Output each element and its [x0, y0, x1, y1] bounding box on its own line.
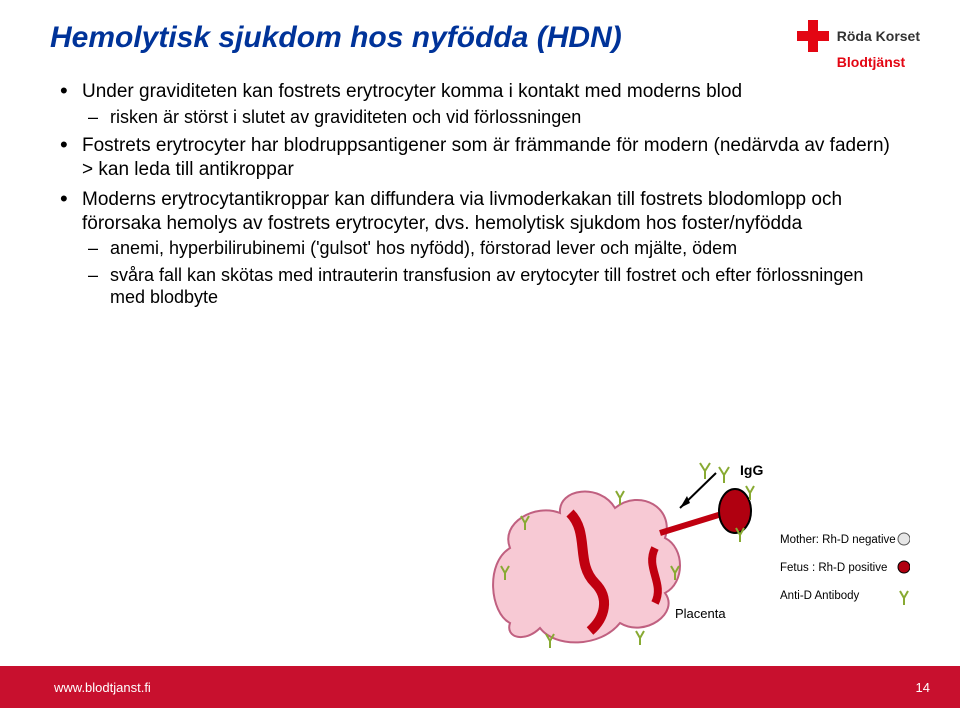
slide: Hemolytisk sjukdom hos nyfödda (HDN) Röd… — [0, 0, 960, 708]
slide-title: Hemolytisk sjukdom hos nyfödda (HDN) — [50, 20, 622, 56]
mother-cell-icon — [898, 533, 910, 545]
slide-footer: www.blodtjanst.fi 14 — [0, 666, 960, 708]
list-item: Under graviditeten kan fostrets erytrocy… — [60, 80, 900, 128]
logo-line-1: Röda Korset — [837, 28, 920, 44]
list-item: risken är störst i slutet av graviditete… — [82, 106, 900, 129]
logo-row: Röda Korset — [797, 20, 920, 52]
bullet-list: Under graviditeten kan fostrets erytrocy… — [60, 80, 900, 309]
igg-label: IgG — [740, 462, 763, 478]
bullet-text: risken är störst i slutet av graviditete… — [110, 107, 581, 127]
list-item: Moderns erytrocytantikroppar kan diffund… — [60, 188, 900, 309]
vessel — [660, 513, 725, 533]
fetus-cell-icon — [898, 561, 910, 573]
bullet-text: Moderns erytrocytantikroppar kan diffund… — [82, 189, 842, 234]
bullet-text: svåra fall kan skötas med intrauterin tr… — [110, 265, 863, 308]
list-item: svåra fall kan skötas med intrauterin tr… — [82, 264, 900, 309]
slide-header: Hemolytisk sjukdom hos nyfödda (HDN) Röd… — [0, 0, 960, 70]
placenta-label: Placenta — [675, 606, 726, 621]
list-item: anemi, hyperbilirubinemi ('gulsot' hos n… — [82, 237, 900, 260]
antibody-label: Anti-D Antibody — [780, 590, 860, 602]
antibody-icon — [900, 591, 908, 605]
antibody-icon — [700, 463, 729, 483]
list-item: Fostrets erytrocyter har blodruppsantige… — [60, 134, 900, 182]
footer-url: www.blodtjanst.fi — [54, 680, 151, 695]
fetus-label: Fetus : Rh-D positive — [780, 562, 887, 574]
bullet-text: anemi, hyperbilirubinemi ('gulsot' hos n… — [110, 238, 737, 258]
red-cross-icon — [797, 20, 829, 52]
page-number: 14 — [916, 680, 930, 695]
bullet-text: Fostrets erytrocyter har blodruppsantige… — [82, 135, 890, 180]
mother-label: Mother: Rh-D negative — [780, 534, 896, 546]
slide-body: Under graviditeten kan fostrets erytrocy… — [0, 70, 960, 309]
sub-list: risken är störst i slutet av graviditete… — [82, 106, 900, 129]
fetus-cell-icon — [719, 489, 751, 533]
sub-list: anemi, hyperbilirubinemi ('gulsot' hos n… — [82, 237, 900, 309]
logo: Röda Korset Blodtjänst — [797, 20, 920, 70]
bullet-text: Under graviditeten kan fostrets erytrocy… — [82, 81, 742, 102]
arrow-head-icon — [680, 496, 690, 508]
logo-line-2: Blodtjänst — [837, 54, 905, 70]
placenta-diagram: IgG Placenta Mother: Rh-D negative Fetus… — [480, 453, 910, 653]
